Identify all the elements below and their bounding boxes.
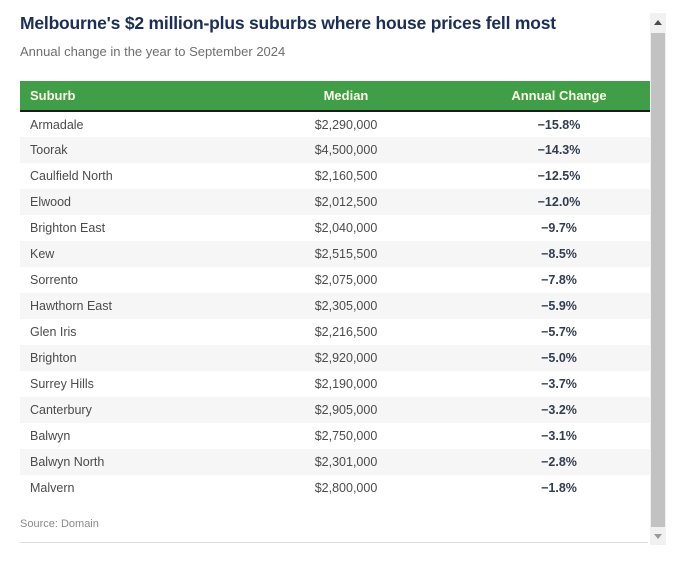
table-header: Suburb Median Annual Change	[20, 81, 650, 112]
cell-annual-change: −2.8%	[541, 455, 577, 469]
scrollbar[interactable]	[650, 13, 666, 545]
cell-annual-change: −8.5%	[541, 247, 577, 261]
cell-suburb: Canterbury	[30, 403, 92, 417]
cell-annual-change: −5.7%	[541, 325, 577, 339]
cell-median: $2,920,000	[314, 351, 378, 365]
column-header-median: Median	[224, 81, 468, 112]
cell-annual-change: −3.2%	[541, 403, 577, 417]
bottom-divider	[20, 542, 648, 543]
cell-annual-change: −3.1%	[541, 429, 577, 443]
cell-suburb: Surrey Hills	[30, 377, 94, 391]
table-row: Balwyn North $2,301,000 −2.8%	[20, 449, 650, 475]
table-row: Glen Iris $2,216,500 −5.7%	[20, 319, 650, 345]
cell-suburb: Hawthorn East	[30, 299, 112, 313]
cell-median: $2,301,000	[314, 455, 378, 469]
table-header-row: Suburb Median Annual Change	[20, 81, 650, 112]
cell-annual-change: −12.5%	[537, 169, 581, 183]
cell-suburb: Toorak	[30, 143, 68, 157]
cell-median: $2,075,000	[314, 273, 378, 287]
table-row: Hawthorn East $2,305,000 −5.9%	[20, 293, 650, 319]
table-row: Toorak $4,500,000 −14.3%	[20, 137, 650, 163]
cell-annual-change: −3.7%	[541, 377, 577, 391]
triangle-down-icon	[654, 533, 662, 539]
cell-median: $2,216,500	[314, 325, 378, 339]
cell-suburb: Balwyn North	[30, 455, 105, 469]
scroll-down-button[interactable]	[650, 527, 666, 545]
table-row: Caulfield North $2,160,500 −12.5%	[20, 163, 650, 189]
cell-suburb: Malvern	[30, 481, 75, 495]
cell-suburb: Brighton	[30, 351, 77, 365]
table-row: Balwyn $2,750,000 −3.1%	[20, 423, 650, 449]
cell-median: $2,800,000	[314, 481, 378, 495]
table-row: Canterbury $2,905,000 −3.2%	[20, 397, 650, 423]
cell-median: $2,012,500	[314, 195, 378, 209]
cell-median: $2,160,500	[314, 169, 378, 183]
table-body: Armadale $2,290,000 −15.8% Toorak $4,500,000…	[20, 111, 650, 501]
cell-suburb: Caulfield North	[30, 169, 113, 183]
table-row: Surrey Hills $2,190,000 −3.7%	[20, 371, 650, 397]
cell-suburb: Glen Iris	[30, 325, 77, 339]
scroll-up-button[interactable]	[650, 13, 666, 31]
cell-suburb: Kew	[30, 247, 55, 261]
cell-annual-change: −12.0%	[537, 195, 581, 209]
cell-median: $2,040,000	[314, 221, 378, 235]
cell-median: $2,190,000	[314, 377, 378, 391]
source-note: Source: Domain	[20, 518, 99, 530]
table-row: Sorrento $2,075,000 −7.8%	[20, 267, 650, 293]
cell-median: $2,290,000	[314, 117, 378, 132]
chart-title: Melbourne's $2 million-plus suburbs wher…	[20, 13, 556, 33]
cell-suburb: Sorrento	[30, 273, 78, 287]
cell-annual-change: −5.0%	[541, 351, 577, 365]
scrollbar-thumb[interactable]	[651, 33, 665, 527]
cell-annual-change: −14.3%	[537, 143, 581, 157]
chart-subtitle: Annual change in the year to September 2…	[20, 44, 286, 59]
cell-annual-change: −9.7%	[541, 221, 577, 235]
cell-suburb: Brighton East	[30, 221, 106, 235]
cell-suburb: Balwyn	[30, 429, 71, 443]
column-header-suburb: Suburb	[20, 81, 224, 112]
cell-median: $2,305,000	[314, 299, 378, 313]
table-row: Kew $2,515,500 −8.5%	[20, 241, 650, 267]
cell-median: $2,905,000	[314, 403, 378, 417]
cell-median: $2,515,500	[314, 247, 378, 261]
cell-suburb: Elwood	[30, 195, 71, 209]
cell-suburb: Armadale	[30, 117, 84, 132]
table-row: Elwood $2,012,500 −12.0%	[20, 189, 650, 215]
table-row: Malvern $2,800,000 −1.8%	[20, 475, 650, 501]
table-row: Armadale $2,290,000 −15.8%	[20, 111, 650, 137]
cell-annual-change: −7.8%	[541, 273, 577, 287]
column-header-annual-change: Annual Change	[468, 81, 650, 112]
suburbs-table: Suburb Median Annual Change Armadale $2,2…	[20, 81, 650, 501]
cell-annual-change: −15.8%	[537, 117, 581, 132]
cell-median: $4,500,000	[314, 143, 378, 157]
table-row: Brighton East $2,040,000 −9.7%	[20, 215, 650, 241]
table-row: Brighton $2,920,000 −5.0%	[20, 345, 650, 371]
cell-median: $2,750,000	[314, 429, 378, 443]
cell-annual-change: −1.8%	[541, 481, 577, 495]
cell-annual-change: −5.9%	[541, 299, 577, 313]
triangle-up-icon	[654, 19, 662, 25]
